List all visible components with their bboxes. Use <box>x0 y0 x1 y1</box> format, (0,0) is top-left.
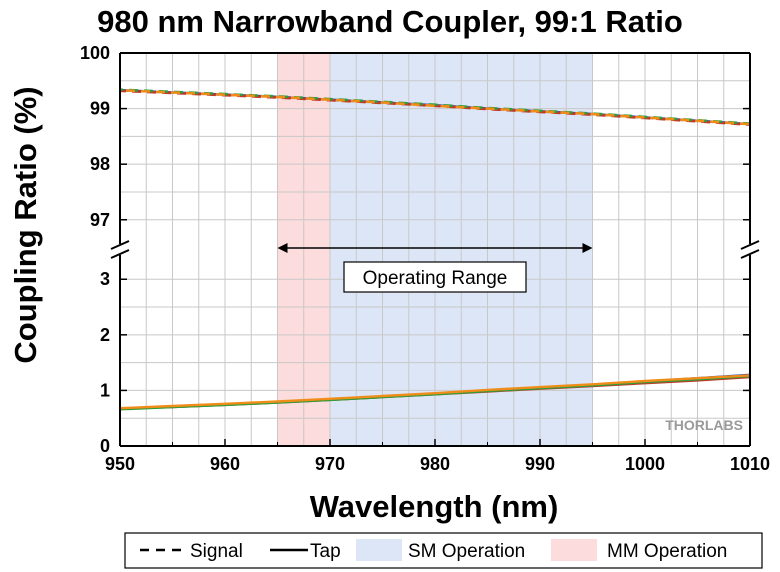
legend-label: SM Operation <box>408 541 525 562</box>
x-axis-label: Wavelength (nm) <box>310 489 559 524</box>
legend-box <box>124 532 763 569</box>
watermark-logo: THORLABS <box>665 417 743 433</box>
legend-label: Signal <box>190 541 243 562</box>
x-tick-label: 980 <box>420 454 450 474</box>
axis-break-gap <box>743 244 757 255</box>
x-tick-label: 1000 <box>625 454 665 474</box>
legend-label: MM Operation <box>607 541 727 562</box>
x-tick-label: 970 <box>315 454 345 474</box>
x-tick-label: 960 <box>210 454 240 474</box>
legend-swatch-band <box>551 539 597 561</box>
grid-layer <box>120 53 750 446</box>
legend-label: Tap <box>310 541 341 562</box>
operating-range-box <box>343 261 527 293</box>
tap-line-4 <box>119 374 751 410</box>
chart-title: 980 nm Narrowband Coupler, 99:1 Ratio <box>97 4 683 39</box>
annotation-layer: Operating Range <box>277 243 593 293</box>
y-tick-label: 2 <box>100 325 110 345</box>
axis-break-mark <box>110 249 130 259</box>
y-tick-label: 100 <box>80 43 110 63</box>
legend: Signal Tap SM Operation MM Operation <box>124 532 763 569</box>
y-tick-label: 1 <box>100 380 110 400</box>
axis-break-mark <box>110 240 130 250</box>
x-tick-label: 990 <box>525 454 555 474</box>
legend-swatch-band <box>356 539 402 561</box>
series-layer <box>119 88 751 411</box>
y-tick-label: 97 <box>90 210 110 230</box>
y-axis-label: Coupling Ratio (%) <box>8 86 43 363</box>
x-tick-label: 950 <box>105 454 135 474</box>
axis-break-gap <box>113 244 127 255</box>
arrowhead-left <box>277 243 288 253</box>
arrowhead-right <box>582 243 593 253</box>
axis-break-mark <box>740 249 760 259</box>
y-tick-label: 0 <box>100 436 110 456</box>
axis-break-mark <box>740 240 760 250</box>
x-tick-label: 1010 <box>730 454 770 474</box>
operating-range-label: Operating Range <box>363 268 508 289</box>
y-tick-label: 99 <box>90 99 110 119</box>
y-tick-label: 3 <box>100 269 110 289</box>
y-tick-label: 98 <box>90 154 110 174</box>
signal-line-3 <box>119 88 751 125</box>
